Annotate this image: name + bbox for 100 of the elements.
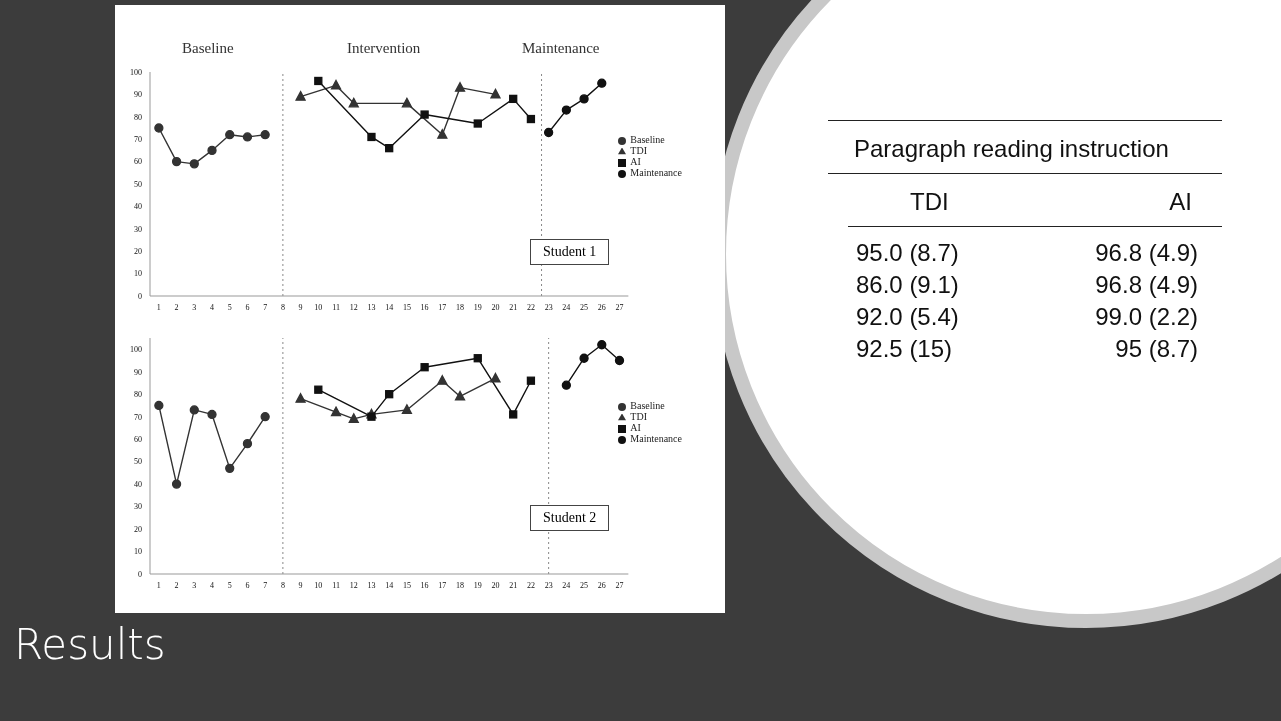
text: 86.0 (9.1) [856, 270, 959, 300]
y-tick-label: 10 [134, 547, 142, 557]
x-tick-label: 23 [544, 302, 553, 312]
x-tick-label: 12 [349, 302, 358, 312]
x-tick-label: 24 [562, 580, 571, 590]
x-tick-label: 13 [367, 302, 376, 312]
legend-label: Maintenance [630, 167, 682, 178]
x-tick-label: 6 [245, 580, 250, 590]
text: 95 (8.7) [1115, 334, 1198, 364]
x-tick-label: 11 [332, 580, 340, 590]
x-tick-label: 18 [456, 580, 465, 590]
x-tick-label: 14 [385, 302, 394, 312]
text: AI [1169, 188, 1192, 216]
text: 96.8 (4.9) [1095, 270, 1198, 300]
text: 99.0 (2.2) [1095, 302, 1198, 332]
text: Paragraph reading instruction [828, 120, 1222, 174]
y-tick-label: 100 [130, 345, 142, 355]
x-tick-label: 3 [192, 302, 197, 312]
x-tick-label: 20 [491, 302, 500, 312]
legend-label: Baseline [630, 134, 665, 145]
x-tick-label: 11 [332, 302, 340, 312]
text: Intervention [347, 40, 421, 57]
y-tick-label: 60 [134, 157, 142, 167]
x-tick-label: 19 [473, 302, 482, 312]
y-tick-label: 10 [134, 269, 142, 279]
x-tick-label: 23 [544, 580, 553, 590]
x-tick-label: 22 [526, 580, 535, 590]
legend-label: AI [630, 422, 641, 433]
legend-label: TDI [630, 411, 648, 422]
x-tick-label: 16 [420, 302, 429, 312]
x-tick-label: 10 [314, 580, 323, 590]
x-tick-label: 27 [615, 580, 624, 590]
x-tick-label: 21 [509, 580, 518, 590]
x-tick-label: 24 [562, 302, 571, 312]
x-tick-label: 14 [385, 580, 394, 590]
y-tick-label: 0 [138, 569, 142, 579]
x-tick-label: 9 [298, 580, 303, 590]
y-tick-label: 100 [130, 67, 142, 77]
y-tick-label: 50 [134, 457, 142, 467]
annotation: Student 2 [530, 505, 610, 531]
x-tick-label: 1 [156, 580, 161, 590]
x-tick-label: 25 [580, 580, 589, 590]
legend-label: AI [630, 156, 641, 167]
y-tick-label: 50 [134, 179, 142, 189]
x-tick-label: 2 [174, 580, 179, 590]
text: Baseline [182, 40, 234, 57]
x-tick-label: 20 [491, 580, 500, 590]
x-tick-label: 19 [473, 580, 482, 590]
x-tick-label: 7 [263, 580, 268, 590]
x-tick-label: 12 [349, 580, 358, 590]
annotation: Student 1 [530, 239, 610, 265]
y-tick-label: 70 [134, 412, 142, 422]
x-tick-label: 26 [597, 302, 606, 312]
text: 92.5 (15) [856, 334, 953, 364]
x-tick-label: 26 [597, 580, 606, 590]
legend-label: Maintenance [630, 433, 682, 444]
x-tick-label: 25 [580, 302, 589, 312]
x-tick-label: 22 [526, 302, 535, 312]
y-tick-label: 90 [134, 90, 142, 100]
y-tick-label: 40 [134, 202, 142, 212]
y-tick-label: 80 [134, 390, 142, 400]
x-tick-label: 2 [174, 302, 179, 312]
x-tick-label: 10 [314, 302, 323, 312]
legend-label: Baseline [630, 400, 665, 411]
y-tick-label: 20 [134, 247, 142, 257]
y-tick-label: 40 [134, 479, 142, 489]
x-tick-label: 15 [402, 302, 411, 312]
x-tick-label: 7 [263, 302, 268, 312]
x-tick-label: 15 [402, 580, 411, 590]
x-tick-label: 3 [192, 580, 197, 590]
text: Maintenance [522, 40, 600, 57]
x-tick-label: 9 [298, 302, 303, 312]
x-tick-label: 4 [210, 580, 215, 590]
text: 92.0 (5.4) [856, 302, 959, 332]
x-tick-label: 27 [615, 302, 624, 312]
x-tick-label: 8 [280, 580, 285, 590]
x-tick-label: 13 [367, 580, 376, 590]
y-tick-label: 0 [138, 291, 142, 301]
x-tick-label: 17 [438, 302, 447, 312]
x-tick-label: 18 [456, 302, 465, 312]
y-tick-label: 30 [134, 502, 142, 512]
legend-label: TDI [630, 145, 648, 156]
x-tick-label: 21 [509, 302, 518, 312]
text: 95.0 (8.7) [856, 238, 959, 268]
y-tick-label: 30 [134, 224, 142, 234]
y-tick-label: 80 [134, 112, 142, 122]
x-tick-label: 1 [156, 302, 161, 312]
y-tick-label: 20 [134, 524, 142, 534]
text: 96.8 (4.9) [1095, 238, 1198, 268]
text: Results [14, 620, 166, 669]
x-tick-label: 17 [438, 580, 447, 590]
text: TDI [910, 188, 949, 216]
x-tick-label: 5 [227, 302, 232, 312]
y-tick-label: 90 [134, 367, 142, 377]
x-tick-label: 16 [420, 580, 429, 590]
x-tick-label: 4 [210, 302, 215, 312]
y-tick-label: 70 [134, 135, 142, 145]
x-tick-label: 8 [280, 302, 285, 312]
y-tick-label: 60 [134, 434, 142, 444]
x-tick-label: 5 [227, 580, 232, 590]
